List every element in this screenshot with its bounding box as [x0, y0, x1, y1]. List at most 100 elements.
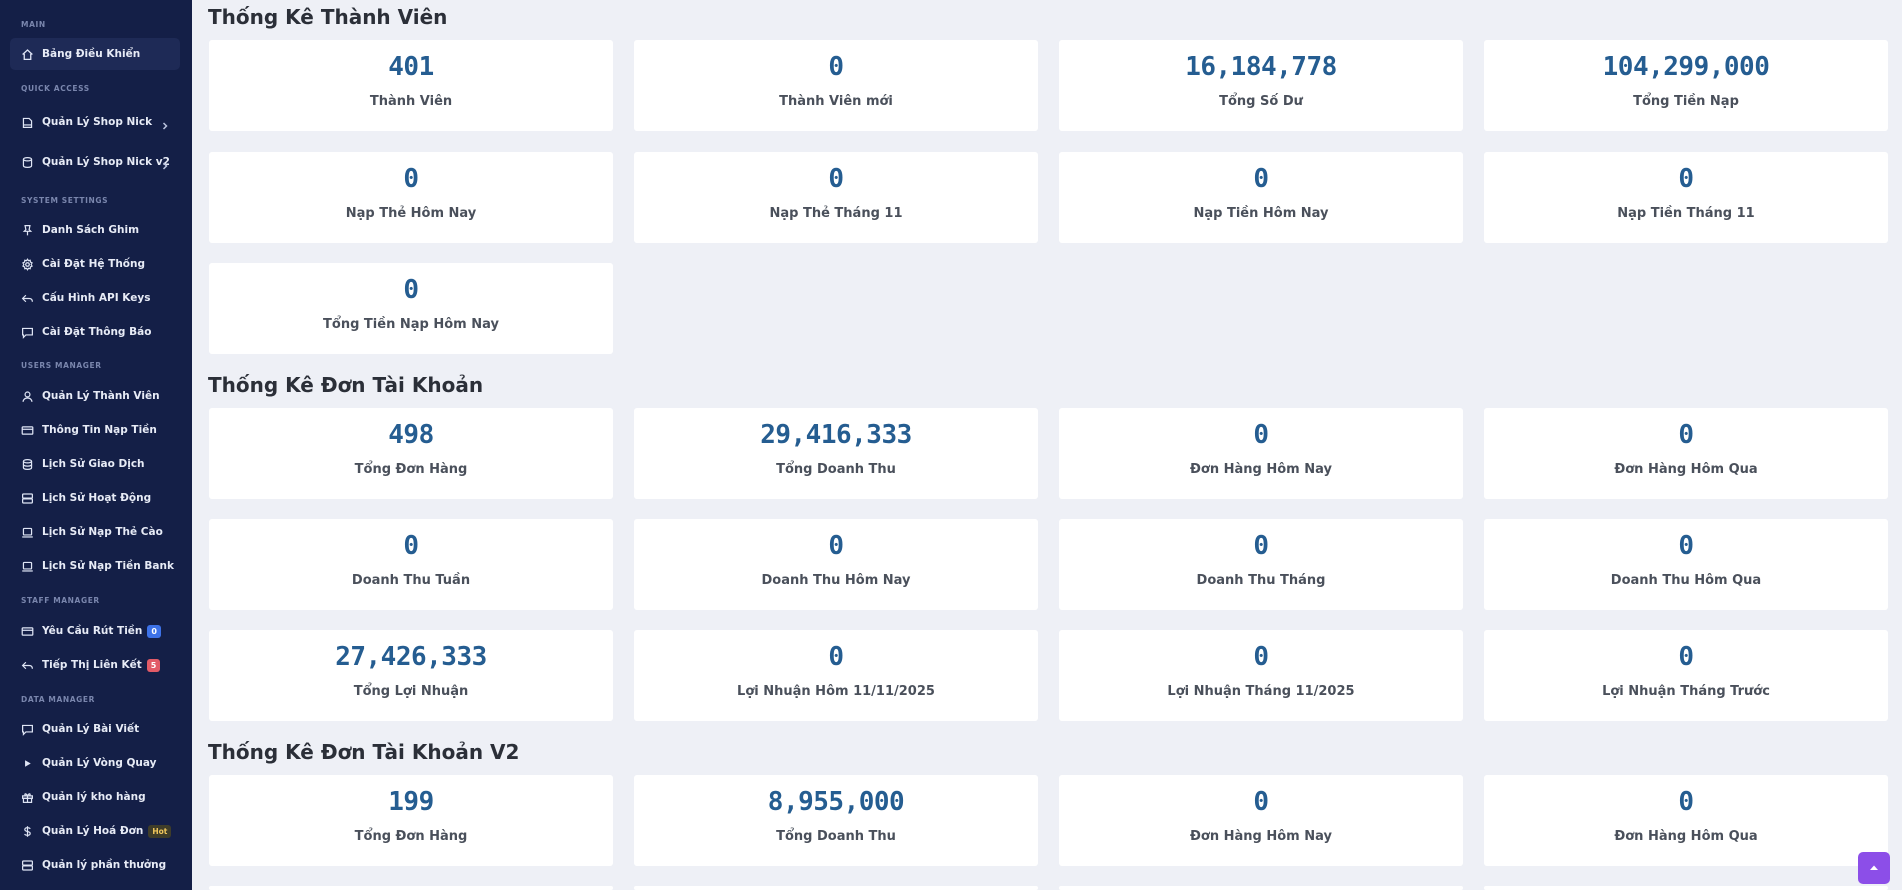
sidebar-item-shop-nick[interactable]: Quản Lý Shop Nick	[10, 106, 180, 138]
chevron-right-icon	[160, 156, 170, 170]
stat-value: 0	[1678, 531, 1694, 561]
sidebar-item-label: Quản Lý Bài Viết	[42, 723, 140, 735]
stat-card: 29,416,333 Tổng Doanh Thu	[634, 408, 1038, 499]
database-icon	[20, 457, 34, 471]
laptop-icon	[20, 525, 34, 539]
stat-card: 8,955,000 Tổng Doanh Thu	[634, 775, 1038, 866]
stat-value: 27,426,333	[335, 642, 487, 672]
sidebar-item-label: Yêu Cầu Rút Tiền	[42, 625, 143, 637]
stat-label: Đơn Hàng Hôm Qua	[1614, 462, 1758, 477]
sidebar-section-title: USERS MANAGER	[21, 361, 102, 370]
stat-card: 0 Doanh Thu Hôm Nay	[634, 519, 1038, 610]
sidebar-item-label: Quản lý phần thưởng	[42, 859, 167, 871]
sidebar-section-title: MAIN	[21, 20, 46, 29]
stat-value: 199	[388, 787, 434, 817]
sidebar-item-label: Danh Sách Ghim	[42, 224, 140, 236]
sidebar-item-label: Quản Lý Vòng Quay	[42, 757, 157, 769]
stat-value: 0	[828, 642, 844, 672]
server-icon	[20, 491, 34, 505]
sidebar-item-label: Quản Lý Thành Viên	[42, 390, 160, 402]
book-icon	[20, 115, 34, 129]
stat-value: 0	[1678, 787, 1694, 817]
sidebar-item-posts[interactable]: Quản Lý Bài Viết	[10, 713, 180, 745]
sidebar-item-deposit-info[interactable]: Thông Tin Nạp Tiền	[10, 414, 180, 446]
stat-card: 401 Thành Viên	[209, 40, 613, 131]
stat-value: 0	[1678, 420, 1694, 450]
stat-card: 0 Thành Viên mới	[634, 40, 1038, 131]
stat-value: 0	[1678, 642, 1694, 672]
sidebar-item-label: Cài Đặt Hệ Thống	[42, 258, 146, 270]
stat-card: 0 Tổng Tiền Nạp Hôm Nay	[209, 263, 613, 354]
stat-card: 0 Nạp Tiền Hôm Nay	[1059, 152, 1463, 243]
stat-card: 0 Đơn Hàng Hôm Qua	[1484, 775, 1888, 866]
sidebar-item-lucky-wheel[interactable]: Quản Lý Vòng Quay	[10, 747, 180, 779]
stat-value: 0	[1253, 420, 1269, 450]
sidebar-item-shop-nick-v2[interactable]: Quản Lý Shop Nick v2	[10, 146, 180, 178]
sidebar-section-title: STAFF MANAGER	[21, 596, 100, 605]
sidebar-item-card-topup-history[interactable]: Lịch Sử Nạp Thẻ Cào	[10, 516, 180, 548]
card-icon	[20, 624, 34, 638]
stat-value: 0	[1253, 164, 1269, 194]
sidebar-item-activity-history[interactable]: Lịch Sử Hoạt Động	[10, 482, 180, 514]
stat-card: 0 Doanh Thu Tuần	[209, 519, 613, 610]
stat-label: Tổng Tiền Nạp	[1633, 94, 1739, 109]
sidebar-item-warehouse[interactable]: Quản lý kho hàng	[10, 781, 180, 813]
sidebar-item-transaction-history[interactable]: Lịch Sử Giao Dịch	[10, 448, 180, 480]
back-to-top-button[interactable]	[1858, 852, 1890, 884]
stat-value: 0	[403, 164, 419, 194]
sidebar-item-dashboard[interactable]: Bảng Điều Khiển	[10, 38, 180, 70]
sidebar-section-title: SYSTEM SETTINGS	[21, 196, 109, 205]
stat-label: Nạp Tiền Tháng 11	[1617, 206, 1755, 221]
stat-value: 16,184,778	[1185, 52, 1337, 82]
stat-label: Lợi Nhuận Tháng Trước	[1602, 684, 1770, 699]
sidebar-item-affiliate[interactable]: Tiếp Thị Liên Kết 5	[10, 649, 180, 681]
dollar-icon	[20, 824, 34, 838]
stat-label: Doanh Thu Hôm Qua	[1610, 573, 1762, 588]
sidebar-item-label: Thông Tin Nạp Tiền	[42, 424, 157, 436]
stat-label: Thành Viên mới	[779, 94, 893, 109]
sidebar-item-system-settings[interactable]: Cài Đặt Hệ Thống	[10, 248, 180, 280]
sidebar-item-members[interactable]: Quản Lý Thành Viên	[10, 380, 180, 412]
sidebar-item-rewards[interactable]: Quản lý phần thưởng	[10, 849, 180, 881]
home-icon	[20, 47, 34, 61]
stat-card: 0 Nạp Thẻ Hôm Nay	[209, 152, 613, 243]
sidebar-item-withdraw-requests[interactable]: Yêu Cầu Rút Tiền 0	[10, 615, 180, 647]
stat-label: Đơn Hàng Hôm Qua	[1614, 829, 1758, 844]
stat-value: 0	[1253, 531, 1269, 561]
chevron-right-icon	[160, 116, 170, 130]
message-icon	[20, 722, 34, 736]
stat-value: 29,416,333	[760, 420, 912, 450]
stat-card: 27,426,333 Tổng Lợi Nhuận	[209, 630, 613, 721]
stat-value: 0	[1678, 164, 1694, 194]
stat-card: 199 Tổng Đơn Hàng	[209, 775, 613, 866]
sidebar-item-invoices[interactable]: Quản Lý Hoá Đơn Hot	[10, 815, 180, 847]
gift-icon	[20, 790, 34, 804]
pin-icon	[20, 223, 34, 237]
sidebar-item-pinned-list[interactable]: Danh Sách Ghim	[10, 214, 180, 246]
stat-card: 16,184,778 Tổng Số Dư	[1059, 40, 1463, 131]
stat-card: 0 Đơn Hàng Hôm Nay	[1059, 408, 1463, 499]
reply-icon	[20, 291, 34, 305]
stat-card	[1059, 886, 1463, 890]
stat-card: 0 Doanh Thu Tháng	[1059, 519, 1463, 610]
stat-label: Thành Viên	[369, 94, 453, 109]
stat-card: 104,299,000 Tổng Tiền Nạp	[1484, 40, 1888, 131]
user-icon	[20, 389, 34, 403]
sidebar-item-label: Quản lý kho hàng	[42, 791, 146, 803]
stat-card: 0 Nạp Tiền Tháng 11	[1484, 152, 1888, 243]
stat-card: 0 Lợi Nhuận Tháng Trước	[1484, 630, 1888, 721]
sidebar-item-label: Tiếp Thị Liên Kết	[42, 659, 142, 671]
sidebar-item-label: Cấu Hình API Keys	[42, 292, 151, 304]
stat-card: 0 Đơn Hàng Hôm Nay	[1059, 775, 1463, 866]
stat-value: 8,955,000	[767, 787, 905, 817]
sidebar-item-notification-settings[interactable]: Cài Đặt Thông Báo	[10, 316, 180, 348]
sidebar-section-title: DATA MANAGER	[21, 695, 96, 704]
stat-label: Lợi Nhuận Hôm 11/11/2025	[737, 684, 935, 699]
play-icon	[20, 756, 34, 770]
stat-value: 0	[828, 164, 844, 194]
sidebar-item-bank-topup-history[interactable]: Lịch Sử Nạp Tiền Bank	[10, 550, 180, 582]
sidebar-item-api-keys[interactable]: Cấu Hình API Keys	[10, 282, 180, 314]
laptop-icon	[20, 559, 34, 573]
stat-label: Đơn Hàng Hôm Nay	[1190, 462, 1332, 477]
stat-label: Nạp Thẻ Hôm Nay	[345, 206, 477, 221]
